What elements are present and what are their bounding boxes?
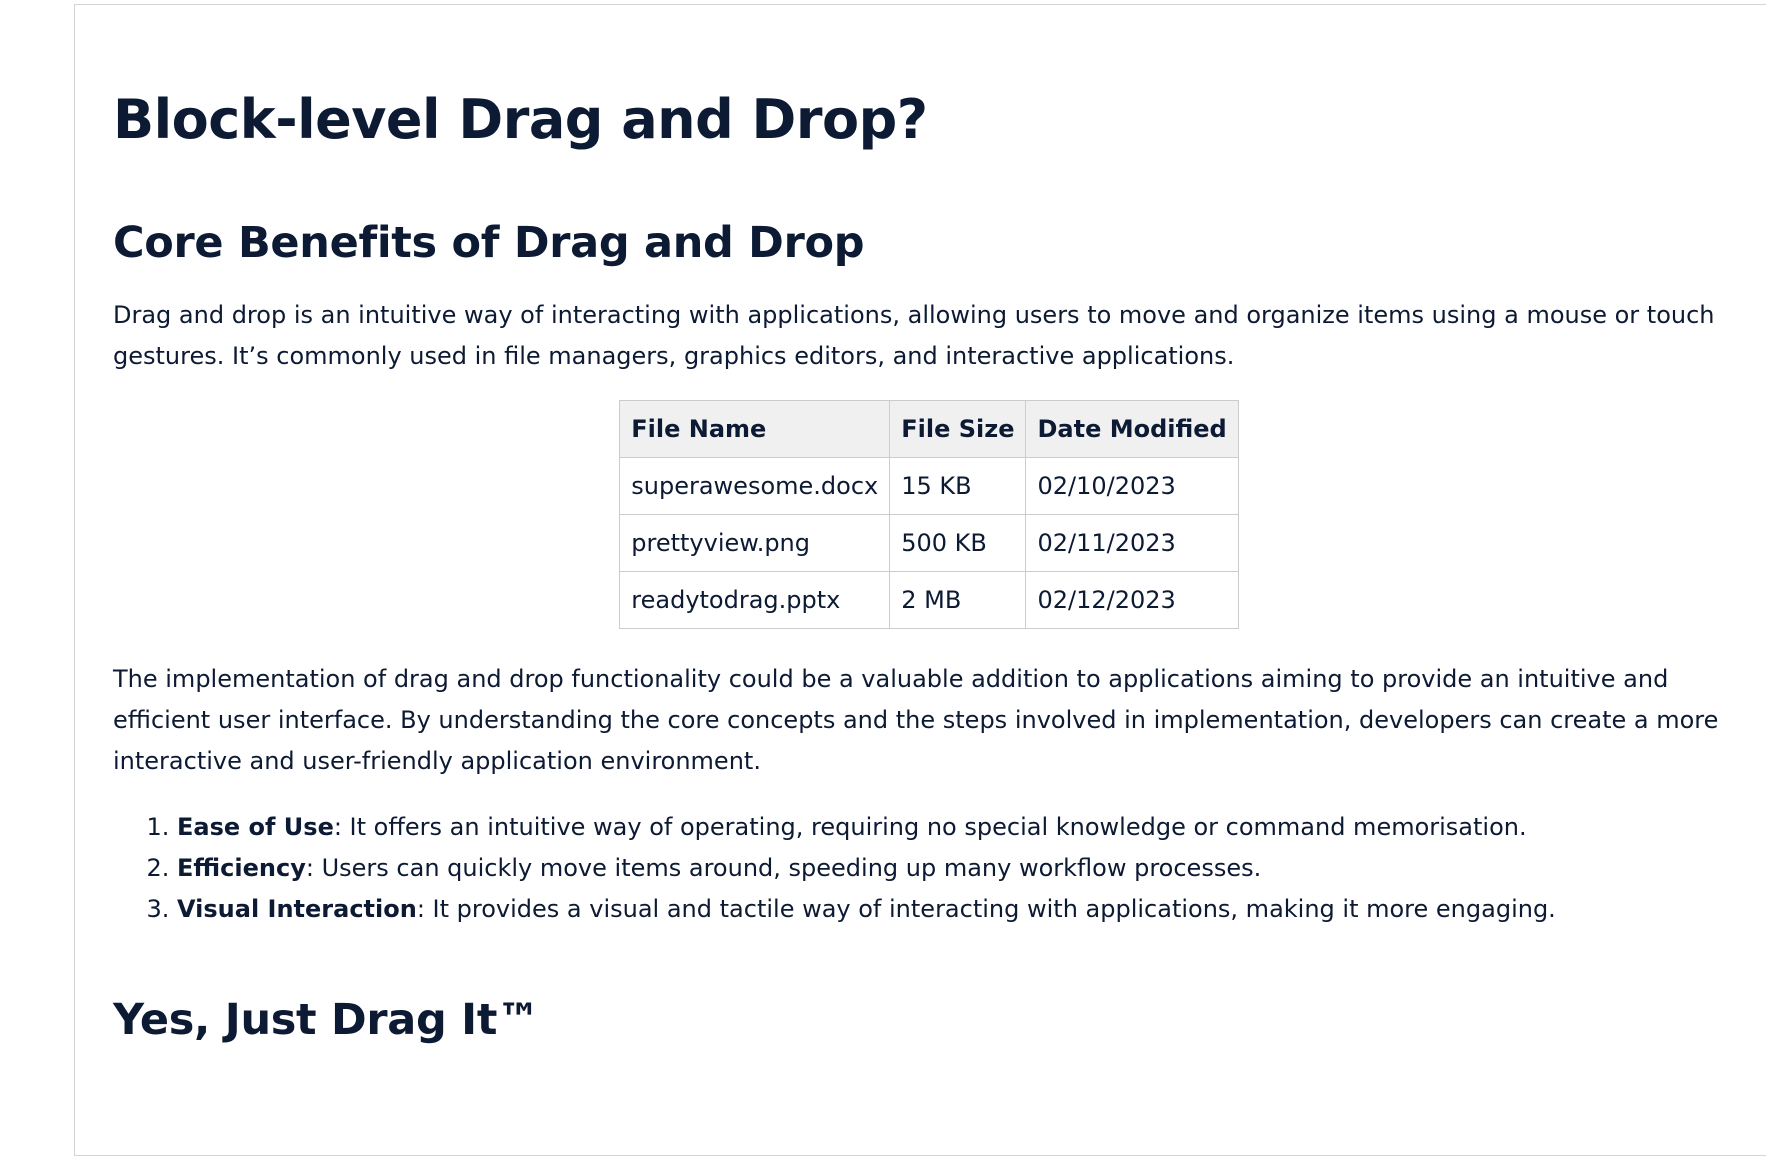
document-title[interactable]: Block-level Drag and Drop?	[113, 88, 928, 151]
table-cell[interactable]: readytodrag.pptx	[619, 571, 891, 629]
table-row: readytodrag.pptx 2 MB 02/12/2023	[619, 571, 1239, 629]
benefits-list: Ease of Use: It offers an intuitive way …	[113, 807, 1737, 930]
section-heading-just-drag-it[interactable]: Yes, Just Drag It™	[113, 995, 540, 1045]
table-cell[interactable]: 15 KB	[889, 457, 1027, 515]
table-cell[interactable]: 02/12/2023	[1025, 571, 1239, 629]
table-cell[interactable]: prettyview.png	[619, 514, 891, 572]
table-header-row: File Name File Size Date Modified	[619, 400, 1239, 458]
table-header-cell[interactable]: File Name	[619, 400, 891, 458]
list-item-desc: : It provides a visual and tactile way o…	[416, 895, 1556, 923]
table-cell[interactable]: 02/10/2023	[1025, 457, 1239, 515]
table-cell[interactable]: 500 KB	[889, 514, 1027, 572]
section-heading-core-benefits[interactable]: Core Benefits of Drag and Drop	[113, 218, 865, 268]
table-header-cell[interactable]: Date Modified	[1025, 400, 1239, 458]
list-item-desc: : It offers an intuitive way of operatin…	[333, 813, 1527, 841]
file-table[interactable]: File Name File Size Date Modified supera…	[619, 400, 1239, 629]
intro-paragraph[interactable]: Drag and drop is an intuitive way of int…	[113, 301, 1715, 370]
table-cell[interactable]: 02/11/2023	[1025, 514, 1239, 572]
list-item-desc: : Users can quickly move items around, s…	[305, 854, 1262, 882]
table-header-cell[interactable]: File Size	[889, 400, 1027, 458]
list-item-term: Efficiency	[177, 854, 306, 882]
file-table-wrapper: File Name File Size Date Modified supera…	[113, 400, 1733, 629]
list-item[interactable]: Efficiency: Users can quickly move items…	[177, 848, 1737, 889]
table-cell[interactable]: superawesome.docx	[619, 457, 891, 515]
table-cell[interactable]: 2 MB	[889, 571, 1027, 629]
list-item[interactable]: Visual Interaction: It provides a visual…	[177, 889, 1737, 930]
table-row: prettyview.png 500 KB 02/11/2023	[619, 514, 1239, 572]
editor-area[interactable]: Block-level Drag and Drop? Core Benefits…	[74, 4, 1766, 1156]
list-item[interactable]: Ease of Use: It offers an intuitive way …	[177, 807, 1737, 848]
table-row: superawesome.docx 15 KB 02/10/2023	[619, 457, 1239, 515]
list-item-term: Visual Interaction	[177, 895, 417, 923]
list-item-term: Ease of Use	[177, 813, 334, 841]
implementation-paragraph[interactable]: The implementation of drag and drop func…	[113, 665, 1719, 775]
